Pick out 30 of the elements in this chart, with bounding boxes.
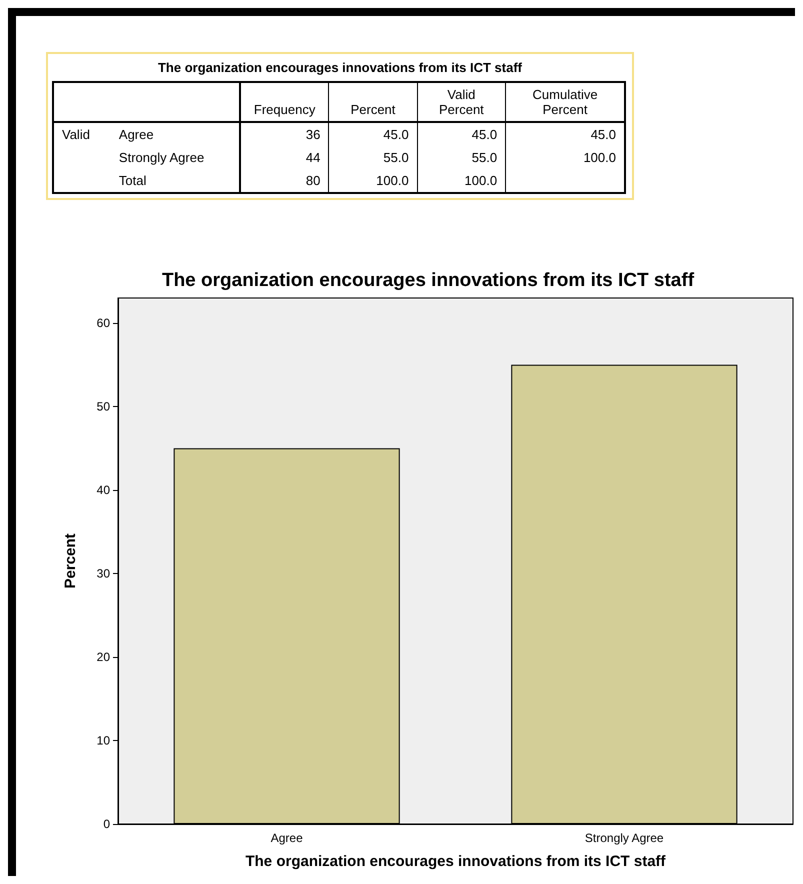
- text: 44: [306, 150, 320, 165]
- text: 55.0: [383, 150, 409, 165]
- y-tick-label: 30: [96, 566, 110, 581]
- category-label: Percent: [328, 82, 418, 122]
- text: The organization encourages innovations from its ICT staff: [156, 59, 524, 77]
- text: 100.0: [464, 173, 498, 188]
- y-tick-label: 60: [96, 316, 110, 330]
- category-label: Strongly Agree: [118, 150, 204, 165]
- y-axis-title: Percent: [62, 533, 79, 589]
- y-tick-label: 0: [103, 817, 110, 831]
- y-tick-label: 10: [96, 734, 110, 748]
- category-label: Frequency: [240, 82, 329, 122]
- text: 80: [306, 173, 320, 188]
- text: 45.0: [383, 127, 409, 142]
- category-label: Cumulative Percent: [506, 82, 625, 122]
- text: 45.0: [590, 127, 616, 142]
- text: 36: [306, 127, 320, 142]
- x-axis-title: The organization encourages innovations from its ICT staff: [245, 853, 667, 870]
- text: 45.0: [472, 127, 498, 142]
- text: Valid: [61, 126, 91, 144]
- category-label: Agree: [118, 127, 154, 142]
- text: 100.0: [376, 173, 409, 188]
- y-tick-label: 40: [96, 483, 110, 498]
- category-label: Total: [118, 173, 146, 188]
- text: 100.0: [583, 150, 616, 165]
- text: 55.0: [472, 150, 498, 165]
- category-label: Valid Percent: [417, 82, 506, 122]
- y-tick-label: 50: [96, 400, 110, 414]
- chart-title: The organization encourages innovations from its ICT staff: [162, 270, 695, 291]
- y-tick-label: 20: [96, 650, 110, 664]
